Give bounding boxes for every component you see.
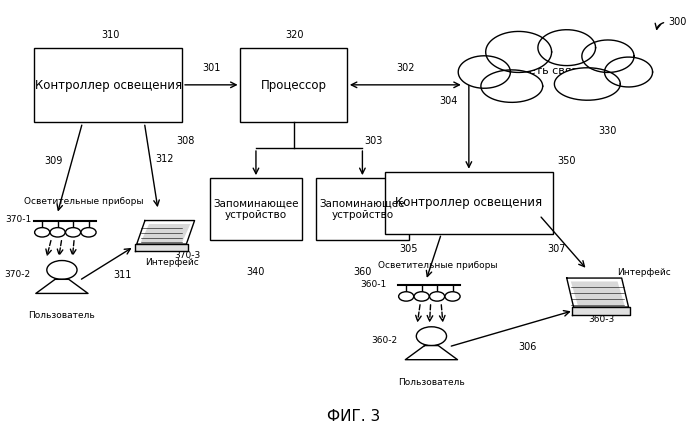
Text: 311: 311 <box>113 271 132 281</box>
Circle shape <box>34 228 50 237</box>
Ellipse shape <box>486 32 552 72</box>
Text: Пользователь: Пользователь <box>29 311 95 320</box>
Circle shape <box>416 327 447 346</box>
Text: 360-1: 360-1 <box>360 281 386 289</box>
Text: 307: 307 <box>547 243 566 254</box>
Polygon shape <box>135 244 188 251</box>
Ellipse shape <box>554 68 620 100</box>
Text: 302: 302 <box>396 63 414 73</box>
Text: ФИГ. 3: ФИГ. 3 <box>327 409 380 424</box>
Text: Контроллер освещения: Контроллер освещения <box>35 78 182 91</box>
Ellipse shape <box>481 70 542 102</box>
Text: 304: 304 <box>439 96 457 106</box>
Text: 350: 350 <box>557 156 576 166</box>
Polygon shape <box>570 281 624 305</box>
Polygon shape <box>567 278 629 307</box>
Text: 301: 301 <box>202 63 220 73</box>
Text: Осветительные приборы: Осветительные приборы <box>378 261 498 270</box>
Text: Сеть связи: Сеть связи <box>521 66 585 76</box>
Text: 360-2: 360-2 <box>372 336 398 345</box>
Ellipse shape <box>538 30 596 66</box>
Ellipse shape <box>582 40 634 72</box>
Text: 309: 309 <box>45 156 63 166</box>
Text: Интерфейс: Интерфейс <box>617 268 671 278</box>
Text: 330: 330 <box>598 126 617 136</box>
Text: 370-2: 370-2 <box>4 270 30 279</box>
Text: Запоминающее
устройство: Запоминающее устройство <box>320 198 405 220</box>
Circle shape <box>47 261 77 279</box>
Text: 320: 320 <box>285 30 303 40</box>
Text: 370-3: 370-3 <box>174 251 201 260</box>
Circle shape <box>398 292 414 301</box>
FancyBboxPatch shape <box>209 178 302 240</box>
FancyBboxPatch shape <box>316 178 409 240</box>
Polygon shape <box>572 307 630 315</box>
Text: 305: 305 <box>399 243 417 254</box>
Text: 310: 310 <box>101 30 119 40</box>
Circle shape <box>430 292 444 301</box>
Text: 312: 312 <box>155 154 174 164</box>
Polygon shape <box>141 224 190 242</box>
Text: Запоминающее
устройство: Запоминающее устройство <box>214 198 299 220</box>
Text: Интерфейс: Интерфейс <box>145 258 199 267</box>
Text: Процессор: Процессор <box>260 78 327 91</box>
Circle shape <box>414 292 429 301</box>
FancyBboxPatch shape <box>34 48 182 123</box>
Text: 306: 306 <box>519 342 537 352</box>
Circle shape <box>445 292 460 301</box>
Text: Контроллер освещения: Контроллер освещения <box>395 196 542 209</box>
FancyBboxPatch shape <box>241 48 347 123</box>
FancyBboxPatch shape <box>385 171 553 233</box>
Polygon shape <box>136 220 195 244</box>
Text: 360-3: 360-3 <box>588 316 614 324</box>
Circle shape <box>66 228 80 237</box>
Polygon shape <box>36 279 88 294</box>
Ellipse shape <box>605 57 652 87</box>
Text: 303: 303 <box>364 136 382 146</box>
Circle shape <box>50 228 65 237</box>
Text: 308: 308 <box>176 136 195 146</box>
Text: 340: 340 <box>246 267 265 277</box>
Ellipse shape <box>458 56 510 88</box>
Text: 300: 300 <box>668 17 687 27</box>
Text: Осветительные приборы: Осветительные приборы <box>25 197 144 206</box>
Text: 370-1: 370-1 <box>6 215 32 224</box>
Text: 360: 360 <box>353 267 371 277</box>
Polygon shape <box>405 346 458 360</box>
Circle shape <box>81 228 96 237</box>
Text: Пользователь: Пользователь <box>398 378 465 387</box>
